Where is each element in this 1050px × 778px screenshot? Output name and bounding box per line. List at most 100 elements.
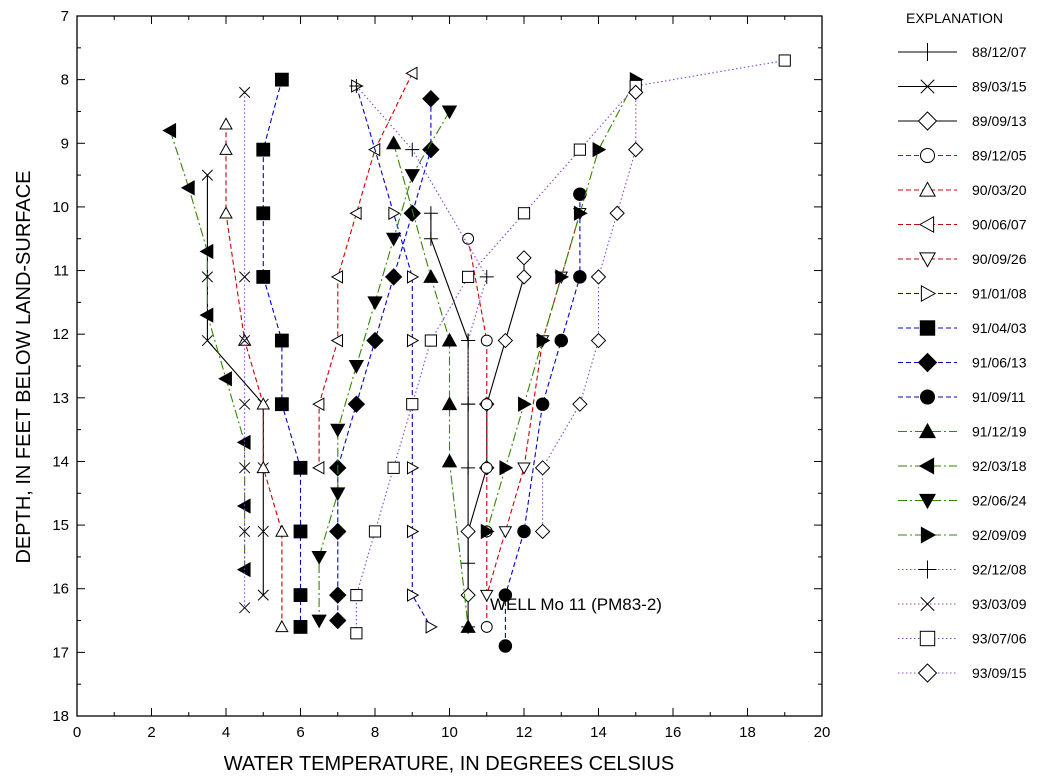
y-tick-label: 15: [52, 517, 69, 534]
series-line: [337, 98, 432, 621]
data-point: [219, 206, 233, 219]
legend-label: 92/03/18: [972, 458, 1027, 474]
data-point: [628, 84, 644, 101]
legend-label: 92/12/08: [972, 562, 1027, 578]
series-91-06-13: [329, 90, 440, 630]
series-line: [542, 92, 637, 532]
x-tick-label: 16: [665, 724, 682, 741]
data-point: [239, 462, 251, 474]
legend-label: 90/09/26: [972, 251, 1027, 267]
data-point: [425, 620, 438, 634]
data-point: [239, 86, 251, 98]
x-tick-label: 0: [73, 724, 81, 741]
data-point: [403, 204, 421, 222]
data-point: [536, 332, 551, 349]
data-point: [384, 268, 403, 286]
data-point: [480, 398, 493, 411]
series-89-12-05: [462, 232, 493, 633]
series-line: [206, 175, 264, 596]
data-point: [404, 169, 420, 183]
y-tick-label: 14: [52, 453, 69, 470]
data-point: [516, 269, 532, 285]
data-point: [461, 460, 476, 475]
y-tick-label: 16: [52, 581, 69, 598]
x-tick-label: 20: [814, 724, 831, 741]
data-point: [349, 79, 364, 93]
series-line: [355, 85, 432, 628]
data-point: [573, 143, 586, 156]
series-93-09-15: [534, 84, 644, 540]
data-point: [534, 523, 551, 540]
series-line: [355, 59, 785, 634]
data-point: [628, 141, 644, 158]
data-point: [239, 525, 251, 538]
data-point: [387, 461, 400, 474]
data-point: [329, 611, 347, 630]
data-point: [293, 524, 308, 539]
data-point: [199, 243, 214, 260]
legend-label: 92/09/09: [972, 527, 1027, 543]
x-tick-label: 12: [516, 724, 533, 741]
data-point: [311, 550, 327, 565]
legend-entry: 90/06/07: [898, 216, 1027, 233]
data-point: [479, 269, 494, 284]
data-point: [555, 269, 570, 285]
data-point: [236, 434, 251, 451]
data-point: [162, 122, 177, 139]
series-89-09-13: [460, 250, 532, 603]
x-tick-label: 6: [296, 724, 304, 741]
legend-entry: 89/09/13: [898, 111, 1027, 131]
legend-marker: [918, 457, 935, 475]
series-91-12-19: [385, 135, 476, 633]
data-point: [388, 206, 401, 221]
data-point: [239, 602, 251, 614]
legend-label: 91/12/19: [972, 424, 1027, 440]
legend-title: EXPLANATION: [906, 10, 1003, 26]
series-91-09-11: [498, 187, 587, 653]
data-point: [423, 269, 439, 283]
legend-entry: 93/03/09: [898, 596, 1027, 612]
data-point: [460, 523, 476, 540]
data-point: [573, 205, 588, 221]
legend-label: 91/06/13: [972, 355, 1027, 371]
data-point: [460, 587, 476, 603]
data-point: [405, 142, 420, 157]
series-line: [169, 130, 246, 570]
data-point: [256, 397, 271, 410]
data-point: [592, 141, 607, 158]
series-layer: [162, 54, 791, 653]
data-point: [350, 588, 363, 602]
data-point: [460, 619, 476, 633]
data-point: [517, 524, 531, 539]
data-point: [518, 396, 532, 412]
series-line: [225, 124, 283, 627]
legend-entry: 91/09/11: [898, 389, 1026, 405]
data-point: [330, 423, 346, 438]
legend-marker: [920, 596, 935, 612]
legend-entry: 93/07/06: [898, 631, 1027, 647]
series-90-06-07: [312, 66, 418, 475]
series-90-09-26: [479, 208, 587, 603]
data-point: [462, 270, 475, 284]
series-93-03-09: [239, 86, 251, 614]
data-point: [516, 250, 532, 266]
data-point: [499, 460, 514, 476]
series-89-03-15: [201, 169, 269, 601]
legend-marker: [920, 79, 935, 94]
data-point: [590, 269, 607, 285]
axis-ticks: 0 2 4 6 8 10 12 14 16 18 20 7 8 9 10 11 12 13 14 15 16 17 18: [52, 8, 830, 741]
series-92-03-18: [162, 122, 251, 578]
data-point: [180, 180, 195, 196]
data-point: [422, 90, 440, 108]
legend-entry: 89/12/05: [898, 148, 1027, 164]
data-point: [311, 614, 327, 629]
y-axis-label: DEPTH, IN FEET BELOW LAND-SURFACE: [13, 170, 35, 563]
legend-label: 90/03/20: [972, 182, 1027, 198]
legend-marker: [919, 252, 936, 268]
data-point: [441, 453, 458, 468]
data-point: [441, 105, 458, 120]
data-point: [554, 333, 568, 348]
chart-annotation: WELL Mo 11 (PM83-2): [490, 595, 662, 614]
legend-marker: [918, 560, 937, 579]
